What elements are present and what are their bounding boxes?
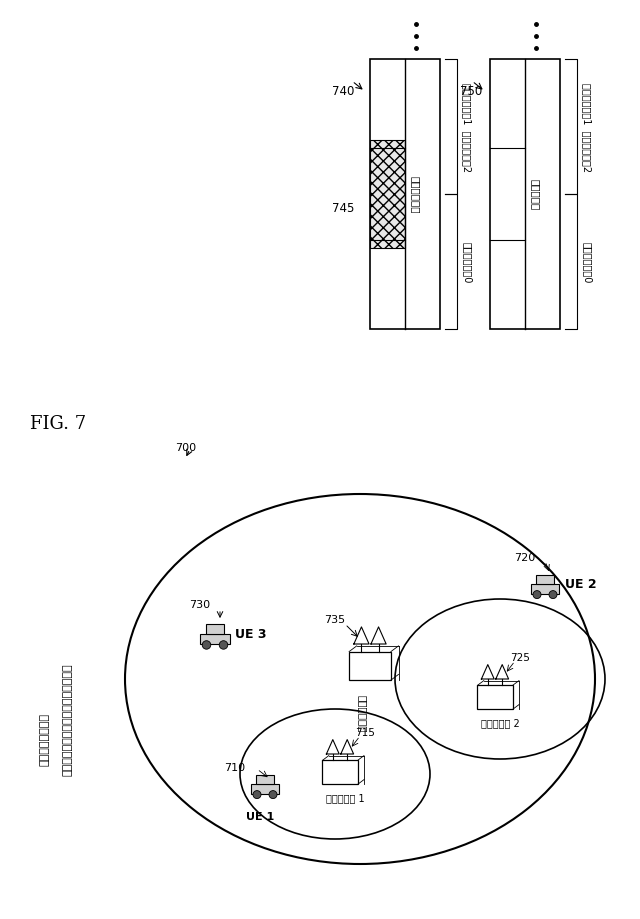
Text: ピコ基地局 1: ピコ基地局 1 bbox=[326, 792, 364, 802]
Text: UE 1: UE 1 bbox=[246, 811, 274, 821]
Text: ピコ基地局 2: ピコ基地局 2 bbox=[481, 717, 520, 727]
Text: マクロ基地局及びピコ基地局は同一の: マクロ基地局及びピコ基地局は同一の bbox=[63, 663, 73, 776]
Text: セル識別子を共有: セル識別子を共有 bbox=[40, 713, 50, 766]
Text: 735: 735 bbox=[324, 614, 345, 624]
Text: サブフレーム1  サブフレーム2: サブフレーム1 サブフレーム2 bbox=[582, 83, 592, 172]
Bar bbox=[256, 775, 274, 784]
Bar bbox=[323, 761, 358, 785]
Text: 700: 700 bbox=[175, 443, 196, 452]
Bar bbox=[370, 60, 440, 330]
Bar bbox=[536, 575, 554, 584]
Text: ピコ基地局: ピコ基地局 bbox=[530, 179, 540, 210]
Circle shape bbox=[269, 790, 277, 799]
Text: UE 2: UE 2 bbox=[565, 578, 596, 591]
Text: 710: 710 bbox=[224, 762, 245, 772]
Text: サブフレーム0: サブフレーム0 bbox=[462, 242, 472, 283]
Bar bbox=[370, 141, 405, 249]
Circle shape bbox=[202, 641, 211, 650]
Circle shape bbox=[549, 591, 557, 599]
Text: FIG. 7: FIG. 7 bbox=[30, 414, 86, 433]
Text: UE 3: UE 3 bbox=[235, 628, 266, 641]
Text: サブフレーム0: サブフレーム0 bbox=[582, 242, 592, 283]
Bar bbox=[205, 624, 225, 634]
Circle shape bbox=[253, 790, 261, 799]
Text: 725: 725 bbox=[510, 652, 530, 663]
Text: マクロ基地局: マクロ基地局 bbox=[410, 176, 420, 213]
Bar bbox=[531, 584, 559, 595]
Circle shape bbox=[220, 641, 228, 650]
Text: サブフレーム1  サブフレーム2: サブフレーム1 サブフレーム2 bbox=[462, 83, 472, 172]
Text: 715: 715 bbox=[355, 727, 375, 737]
Text: 740: 740 bbox=[332, 85, 355, 98]
Text: 745: 745 bbox=[332, 202, 355, 215]
Bar bbox=[251, 784, 280, 794]
Circle shape bbox=[533, 591, 541, 599]
Bar bbox=[200, 634, 230, 644]
Text: マクロ基地局: マクロ基地局 bbox=[357, 694, 367, 732]
Bar bbox=[490, 60, 560, 330]
Text: 720: 720 bbox=[514, 552, 535, 562]
Text: 750: 750 bbox=[460, 85, 483, 98]
Bar bbox=[349, 652, 391, 680]
Text: 730: 730 bbox=[189, 599, 210, 609]
Bar bbox=[477, 686, 513, 709]
